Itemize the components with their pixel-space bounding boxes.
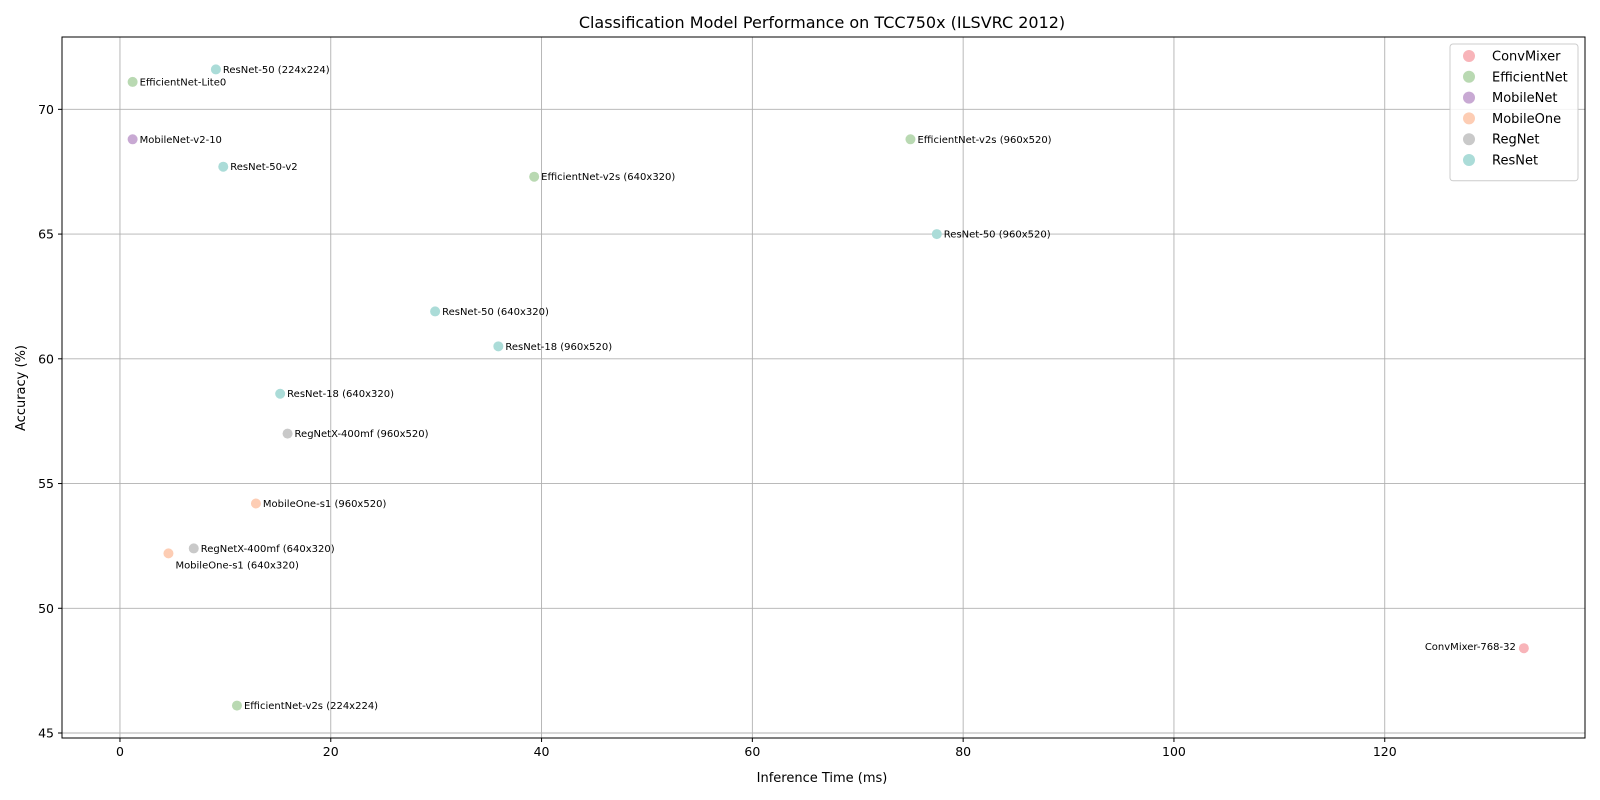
point-label: ResNet-18 (640x320) <box>287 389 394 400</box>
point-label: EfficientNet-v2s (224x224) <box>244 701 378 712</box>
point-label: EfficientNet-v2s (960x520) <box>917 135 1051 146</box>
point-label: MobileOne-s1 (960x520) <box>263 499 387 510</box>
data-point <box>275 388 286 399</box>
data-point <box>493 341 504 352</box>
point-label: ResNet-50 (960x520) <box>944 230 1051 241</box>
x-tick-label: 40 <box>534 744 550 759</box>
point-label: ResNet-50-v2 <box>230 162 297 173</box>
legend-box <box>1449 43 1579 182</box>
data-point <box>1518 643 1529 654</box>
y-tick-label: 45 <box>38 726 54 741</box>
legend-marker <box>1463 91 1475 104</box>
x-tick-label: 20 <box>323 744 339 759</box>
legend-entry: ResNet <box>1492 154 1538 169</box>
legend-marker <box>1463 112 1475 125</box>
y-tick-label: 70 <box>38 102 54 117</box>
point-label: ResNet-50 (640x320) <box>442 307 549 318</box>
legend-marker <box>1463 133 1475 146</box>
legend-marker <box>1463 70 1475 83</box>
data-point <box>430 306 441 317</box>
axis-ticks: 0 20 40 60 80 100 120 45 50 55 60 65 70 <box>38 102 1397 759</box>
point-label: MobileOne-s1 (640x320) <box>175 560 299 571</box>
plot-frame <box>61 36 1586 739</box>
x-tick-label: 60 <box>744 744 760 759</box>
data-point <box>529 171 540 182</box>
data-point <box>127 76 138 87</box>
data-points <box>127 64 1529 711</box>
y-tick-label: 65 <box>38 227 54 242</box>
legend: ConvMixer EfficientNet MobileNet MobileOne R… <box>1449 43 1579 182</box>
y-tick-label: 60 <box>38 351 54 366</box>
data-point <box>163 548 174 559</box>
point-label: EfficientNet-v2s (640x320) <box>541 172 675 183</box>
data-point <box>282 428 293 439</box>
point-label: EfficientNet-Lite0 <box>140 77 227 88</box>
point-labels: ConvMixer-768-32 EfficientNet-Lite0 Effici… <box>140 65 1516 712</box>
data-point <box>905 134 916 145</box>
point-label: ResNet-18 (960x520) <box>505 342 612 353</box>
x-tick-label: 100 <box>1162 744 1186 759</box>
point-label: ResNet-50 (224x224) <box>223 65 330 76</box>
data-point <box>250 498 261 509</box>
data-point <box>231 700 242 711</box>
grid <box>62 37 1585 738</box>
legend-entry: RegNet <box>1492 133 1540 148</box>
data-point <box>931 229 942 240</box>
legend-entry: ConvMixer <box>1492 50 1561 65</box>
y-tick-label: 50 <box>38 601 54 616</box>
x-axis-label: Inference Time (ms) <box>757 771 888 786</box>
y-axis-label: Accuracy (%) <box>14 345 29 431</box>
legend-marker <box>1463 154 1475 166</box>
x-tick-label: 120 <box>1373 744 1397 759</box>
point-label: ConvMixer-768-32 <box>1425 642 1516 653</box>
data-point <box>188 543 199 554</box>
data-point <box>210 64 221 75</box>
data-point <box>218 161 229 172</box>
y-tick-label: 55 <box>38 476 54 491</box>
legend-entry: MobileOne <box>1492 112 1561 127</box>
legend-entry: EfficientNet <box>1492 70 1568 85</box>
point-label: RegNetX-400mf (960x520) <box>295 429 429 440</box>
chart-title: Classification Model Performance on TCC7… <box>579 13 1065 32</box>
data-point <box>127 134 138 145</box>
legend-marker <box>1463 50 1475 62</box>
legend-entry: MobileNet <box>1492 91 1557 106</box>
point-label: MobileNet-v2-10 <box>140 135 222 146</box>
point-label: RegNetX-400mf (640x320) <box>201 544 335 555</box>
x-tick-label: 80 <box>955 744 971 759</box>
x-tick-label: 0 <box>116 744 124 759</box>
